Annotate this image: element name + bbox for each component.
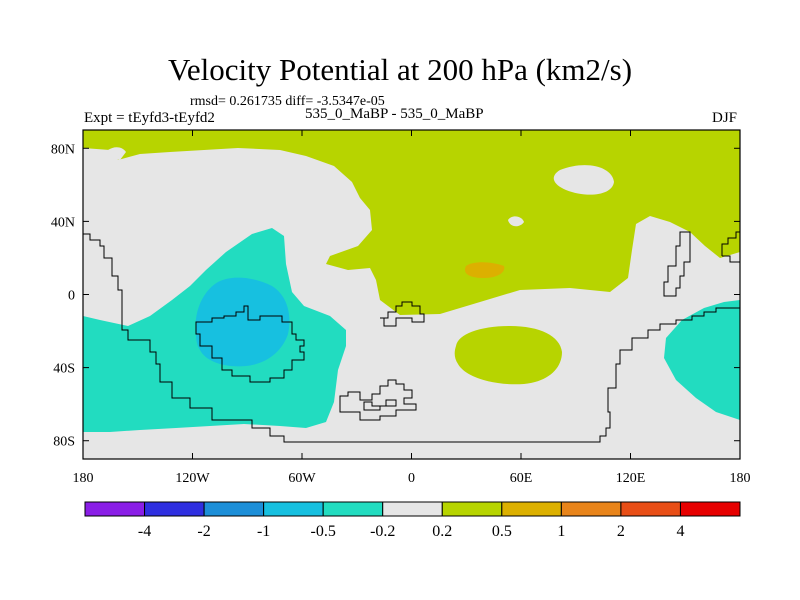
longitude-axis: 180 120W 60W 0 60E 120E 180 <box>73 130 751 486</box>
coastline-antarctic-inner <box>363 399 397 411</box>
lat-tick-label: 80N <box>51 142 75 157</box>
colorbar-box <box>263 501 324 517</box>
negative-region-east-pacific <box>664 300 740 420</box>
colorbar-label: -1 <box>257 523 270 540</box>
neutral-patch-north-2 <box>508 216 524 227</box>
colorbar-box <box>441 501 503 517</box>
colorbar-box <box>620 501 681 517</box>
colorbar-label: 4 <box>676 523 684 540</box>
stats-line: rmsd= 0.261735 diff= -3.5347e-05 <box>190 94 385 109</box>
positive-patch-africa <box>464 262 505 278</box>
experiment-names: 535_0_MaBP - 535_0_MaBP <box>305 106 484 122</box>
lon-tick-label: 60E <box>510 471 533 486</box>
colorbar-label: -4 <box>138 523 151 540</box>
colorbar-box <box>322 501 384 517</box>
colorbar-label: 0.5 <box>492 523 512 540</box>
colorbar-box <box>382 501 443 517</box>
lat-tick-label: 0 <box>68 289 75 304</box>
colorbar-label: 2 <box>617 523 625 540</box>
negative-core-south-america <box>195 277 290 367</box>
positive-region-south-atlantic <box>454 326 562 385</box>
coastline-asia-far-east <box>721 231 740 263</box>
lon-tick-label: 0 <box>408 471 415 486</box>
neutral-patch-west-arctic <box>108 147 126 160</box>
lat-tick-label: 40S <box>53 362 75 377</box>
latitude-axis: 80N 40N 0 40S 80S <box>51 142 740 450</box>
colorbar-labels: -4 -2 -1 -0.5 -0.2 0.2 0.5 1 2 4 <box>138 523 685 540</box>
colorbar-box <box>501 501 562 517</box>
coastlines <box>83 231 740 443</box>
colorbar-box <box>144 501 205 517</box>
colorbar-boxes <box>84 501 741 517</box>
expt-label: Expt = tEyfd3-tEyfd2 <box>84 110 215 126</box>
colorbar-box <box>679 501 741 517</box>
coastline-africa-west <box>380 301 425 327</box>
positive-patch-arctic-east <box>705 157 740 181</box>
plot-title: Velocity Potential at 200 hPa (km2/s) <box>167 52 633 87</box>
coastline-asia-east <box>663 231 691 297</box>
lon-tick-label: 180 <box>730 471 751 486</box>
colorbar-label: 1 <box>557 523 565 540</box>
lat-tick-label: 80S <box>53 435 75 450</box>
coastline-antarctic-islands <box>339 379 417 421</box>
lon-tick-label: 120E <box>616 471 646 486</box>
coastline-north-america <box>83 233 740 443</box>
colorbar-box <box>560 501 622 517</box>
lon-tick-label: 60W <box>288 471 316 486</box>
colorbar-label: -0.2 <box>370 523 395 540</box>
lon-tick-label: 180 <box>73 471 94 486</box>
coastline-south-america <box>195 305 305 383</box>
colorbar-box <box>84 501 146 517</box>
lon-tick-label: 120W <box>175 471 210 486</box>
colorbar-label: -2 <box>197 523 210 540</box>
lat-tick-label: 40N <box>51 215 75 230</box>
neutral-patch-north-1 <box>553 165 614 195</box>
colorbar-box <box>203 501 265 517</box>
colorbar-label: 0.2 <box>432 523 452 540</box>
map-field <box>83 130 740 459</box>
colorbar-label: -0.5 <box>311 523 336 540</box>
season-label: DJF <box>712 110 738 126</box>
